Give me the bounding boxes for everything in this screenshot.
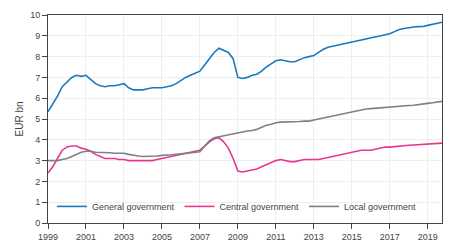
svg-text:2019: 2019	[418, 232, 438, 242]
svg-text:2017: 2017	[380, 232, 400, 242]
svg-text:2007: 2007	[190, 232, 210, 242]
svg-text:Local government: Local government	[344, 202, 416, 212]
svg-text:3: 3	[35, 156, 40, 166]
svg-text:2013: 2013	[304, 232, 324, 242]
svg-text:10: 10	[30, 10, 40, 20]
svg-text:EUR bn: EUR bn	[14, 101, 25, 136]
svg-text:5: 5	[35, 114, 40, 124]
svg-text:2015: 2015	[342, 232, 362, 242]
svg-text:7: 7	[35, 73, 40, 83]
svg-text:6: 6	[35, 93, 40, 103]
svg-text:8: 8	[35, 52, 40, 62]
svg-text:2003: 2003	[114, 232, 134, 242]
svg-text:Central government: Central government	[219, 202, 299, 212]
svg-text:2: 2	[35, 177, 40, 187]
svg-text:2009: 2009	[228, 232, 248, 242]
svg-text:1: 1	[35, 197, 40, 207]
svg-text:9: 9	[35, 31, 40, 41]
svg-text:0: 0	[35, 218, 40, 228]
svg-text:1999: 1999	[38, 232, 58, 242]
svg-text:4: 4	[35, 135, 40, 145]
svg-text:General government: General government	[92, 202, 175, 212]
svg-text:2011: 2011	[266, 232, 285, 242]
svg-text:2001: 2001	[76, 232, 96, 242]
svg-text:2005: 2005	[152, 232, 172, 242]
